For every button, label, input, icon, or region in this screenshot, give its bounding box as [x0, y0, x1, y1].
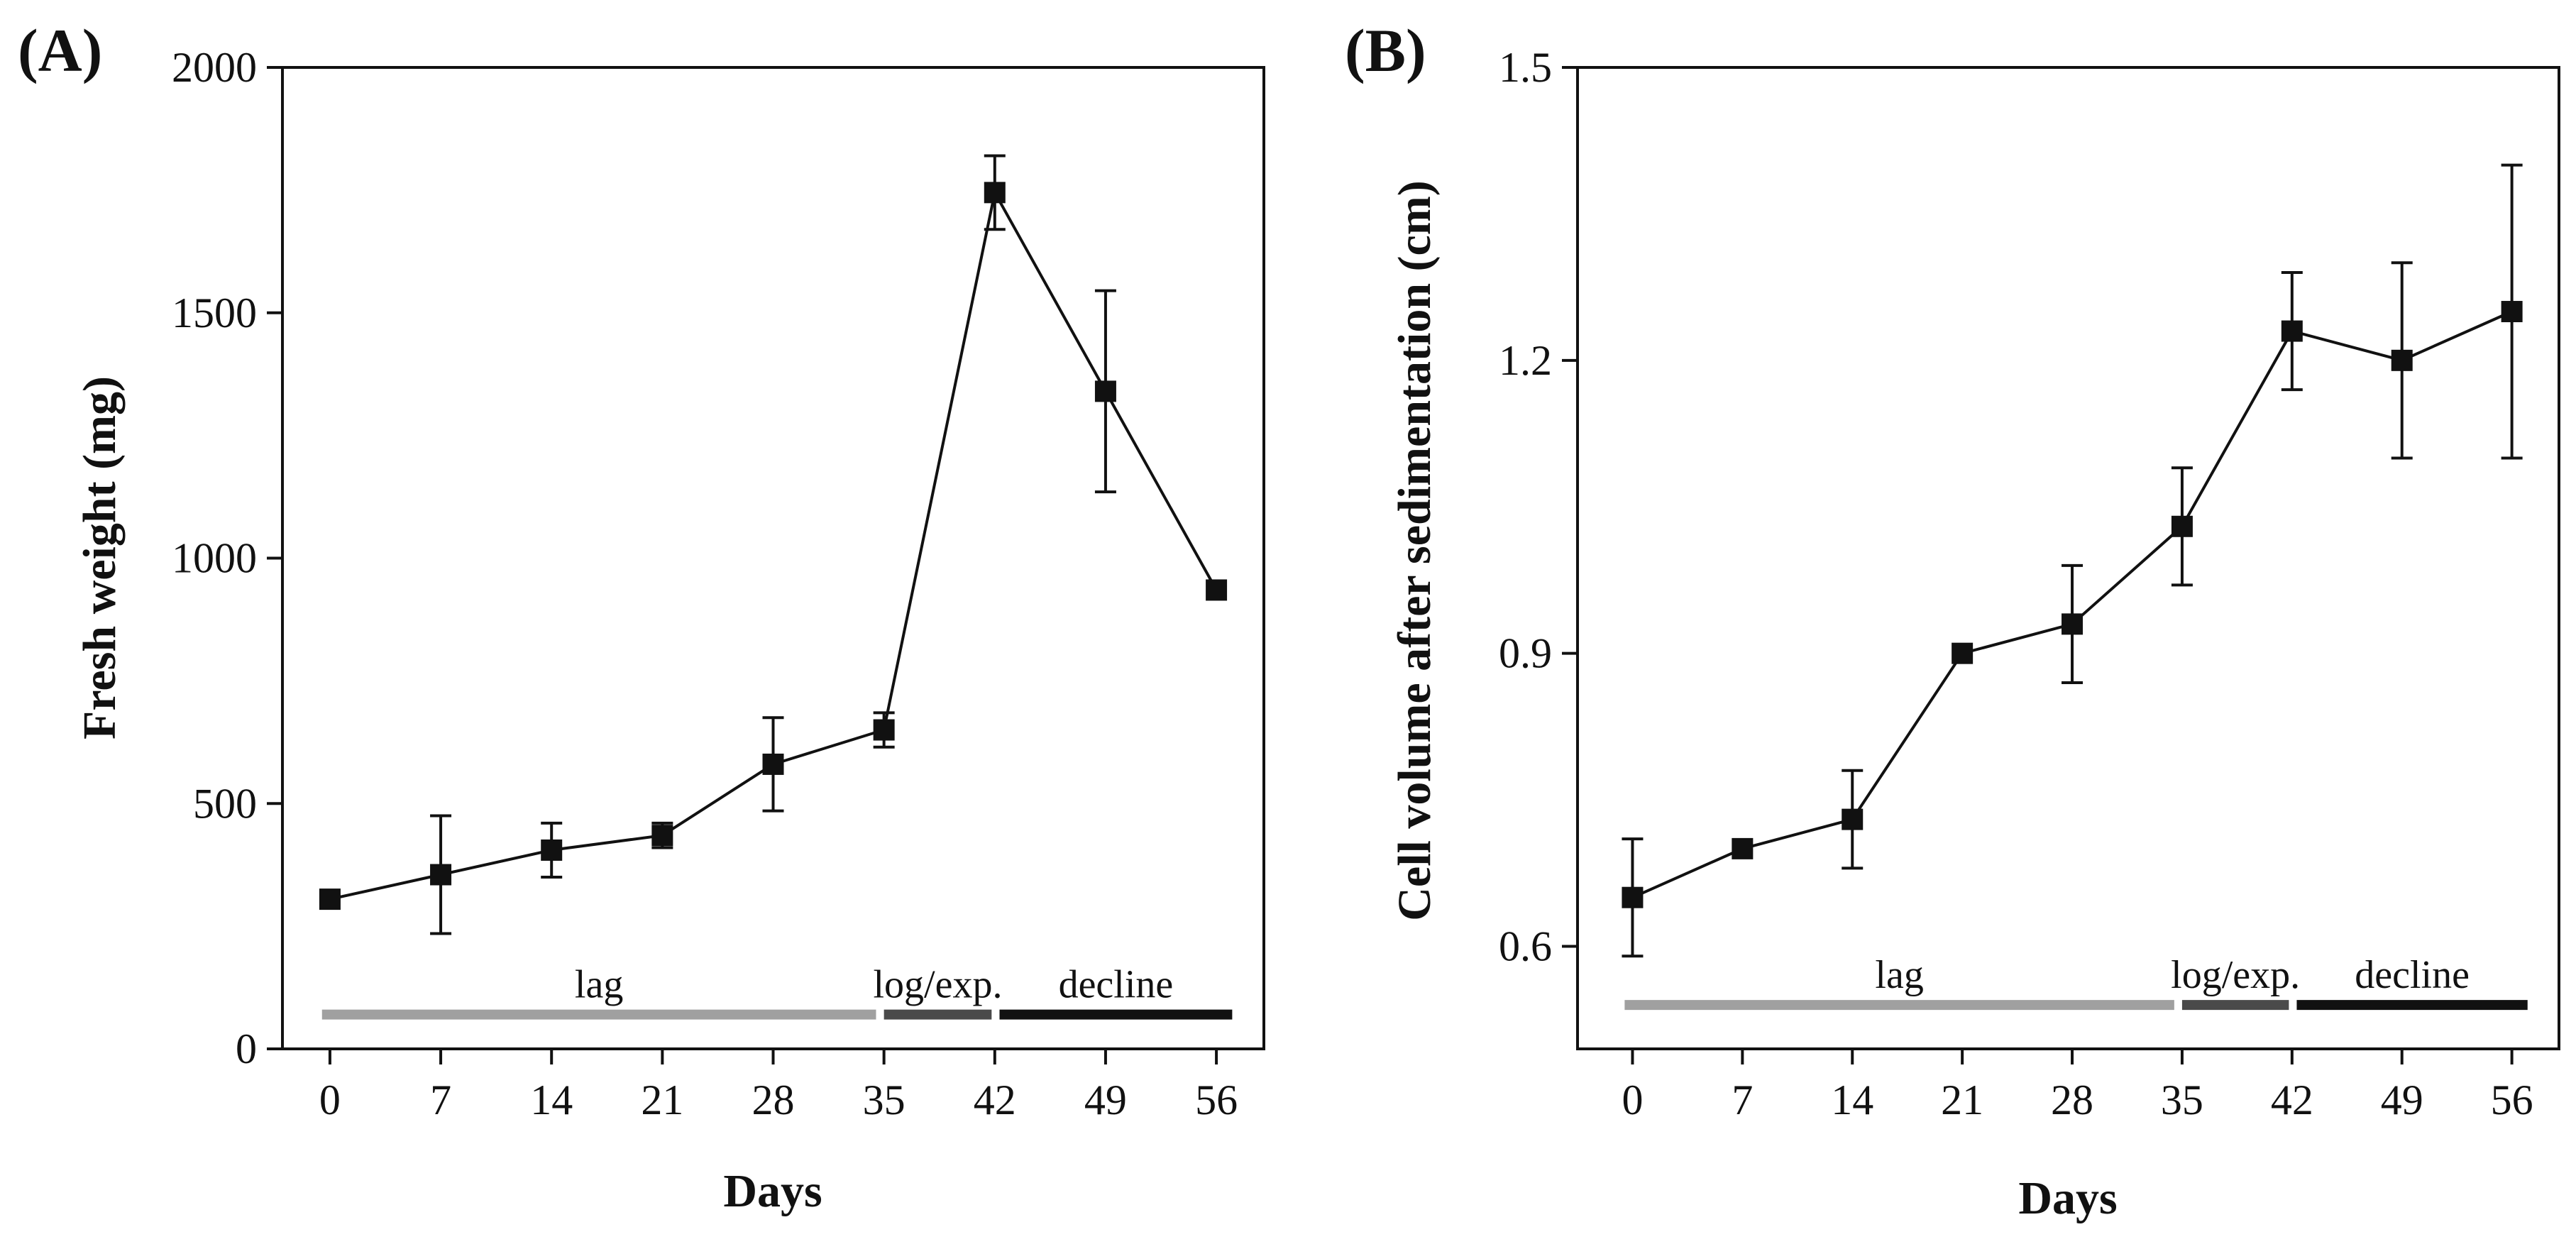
panel-a-data-point [1094, 380, 1116, 402]
panel-a-y-tick-label: 0 [236, 1025, 257, 1072]
panel-b-data-point [2391, 349, 2413, 371]
panel-a-x-ticks: 0 7 14 21 28 35 42 49 56 [319, 1049, 1238, 1123]
panel-b-plot-frame [1576, 66, 2560, 1050]
panel-a-y-tick-label: 1500 [172, 290, 257, 336]
panel-a-x-axis-title: Days [723, 1165, 822, 1217]
panel-b-x-tick-label: 28 [2051, 1077, 2093, 1123]
panel-a-data-point [1206, 579, 1228, 601]
panel-b-data-point [2062, 613, 2084, 635]
panel-b-phase-label: log/exp. [2171, 953, 2300, 997]
panel-b-x-ticks: 0 7 14 21 28 35 42 49 56 [1622, 1049, 2533, 1123]
panel-b-data-point [1842, 808, 1864, 830]
panel-a-label: (A) [18, 16, 102, 84]
panel-a-series [319, 154, 1228, 935]
panel-a-data-point [319, 888, 341, 910]
panel-b-x-tick-label: 0 [1622, 1077, 1643, 1123]
panel-a-x-tick-label: 21 [641, 1077, 683, 1123]
panel-b-label: (B) [1345, 16, 1426, 84]
panel-a-phase-label: lag [575, 963, 623, 1007]
panel-b-data-point [2171, 515, 2193, 537]
panel-b-x-tick-label: 49 [2381, 1077, 2423, 1123]
panel-a-phase-label: decline [1059, 963, 1174, 1007]
panel-a-data-point [651, 825, 673, 847]
panel-b-x-tick-label: 42 [2271, 1077, 2313, 1123]
panel-a-x-tick-label: 56 [1195, 1077, 1238, 1123]
panel-b-phase-label: lag [1875, 953, 1923, 997]
panel-b-phase-bars: lag log/exp. decline [1624, 953, 2528, 1011]
panel-a-data-point [873, 719, 895, 741]
panel-b-x-tick-label: 56 [2491, 1077, 2533, 1123]
panel-b-x-tick-label: 14 [1831, 1077, 1873, 1123]
panel-a-x-tick-label: 42 [974, 1077, 1016, 1123]
panel-a-data-point [430, 864, 452, 886]
panel-a-y-tick-label: 500 [193, 780, 257, 827]
panel-b-x-tick-label: 7 [1732, 1077, 1753, 1123]
panel-a-x-tick-label: 35 [863, 1077, 906, 1123]
panel-b-data-point [2281, 320, 2303, 342]
panel-a: (A) lag log/exp. decline 0 7 14 21 28 35 42 49 56 … [18, 16, 1265, 1217]
panel-a-x-tick-label: 28 [752, 1077, 795, 1123]
panel-b-series [1622, 163, 2523, 958]
panel-a-data-point [541, 839, 563, 861]
panel-a-x-tick-label: 49 [1084, 1077, 1127, 1123]
panel-b-y-tick-label: 1.5 [1499, 44, 1552, 91]
panel-b-data-point [1622, 886, 1644, 908]
panel-a-data-point [762, 753, 784, 775]
panel-b-phase-label: decline [2355, 953, 2470, 997]
panel-b-y-axis-title: Cell volume after sedimentation (cm) [1389, 180, 1441, 921]
panel-b-y-tick-label: 0.9 [1499, 630, 1552, 677]
panel-a-y-tick-label: 2000 [172, 44, 257, 91]
panel-b-x-axis-title: Days [2018, 1172, 2117, 1224]
panel-b-data-point [1952, 642, 1974, 664]
panel-b-x-tick-label: 35 [2161, 1077, 2203, 1123]
panel-a-y-ticks: 0 500 1000 1500 2000 [172, 44, 282, 1072]
panel-a-phase-label: log/exp. [873, 963, 1002, 1007]
panel-a-data-point [984, 182, 1006, 204]
panel-b-data-point [1732, 837, 1754, 859]
panel-b: (B) lag log/exp. decline 0 7 14 21 28 35 42 49 56 … [1345, 16, 2560, 1224]
panel-b-x-tick-label: 21 [1941, 1077, 1983, 1123]
panel-a-y-axis-title: Fresh weight (mg) [74, 376, 126, 739]
panel-b-y-tick-label: 1.2 [1499, 337, 1552, 384]
panel-a-x-tick-label: 7 [430, 1077, 451, 1123]
panel-a-phase-bars: lag log/exp. decline [321, 963, 1233, 1020]
panel-a-plot-frame [281, 66, 1265, 1050]
panel-a-x-tick-label: 14 [530, 1077, 573, 1123]
panel-b-data-point [2501, 301, 2523, 323]
panel-b-y-tick-label: 0.6 [1499, 923, 1552, 970]
panel-a-y-tick-label: 1000 [172, 535, 257, 582]
panel-a-x-tick-label: 0 [319, 1077, 341, 1123]
panel-b-y-ticks: 0.6 0.9 1.2 1.5 [1499, 44, 1578, 970]
